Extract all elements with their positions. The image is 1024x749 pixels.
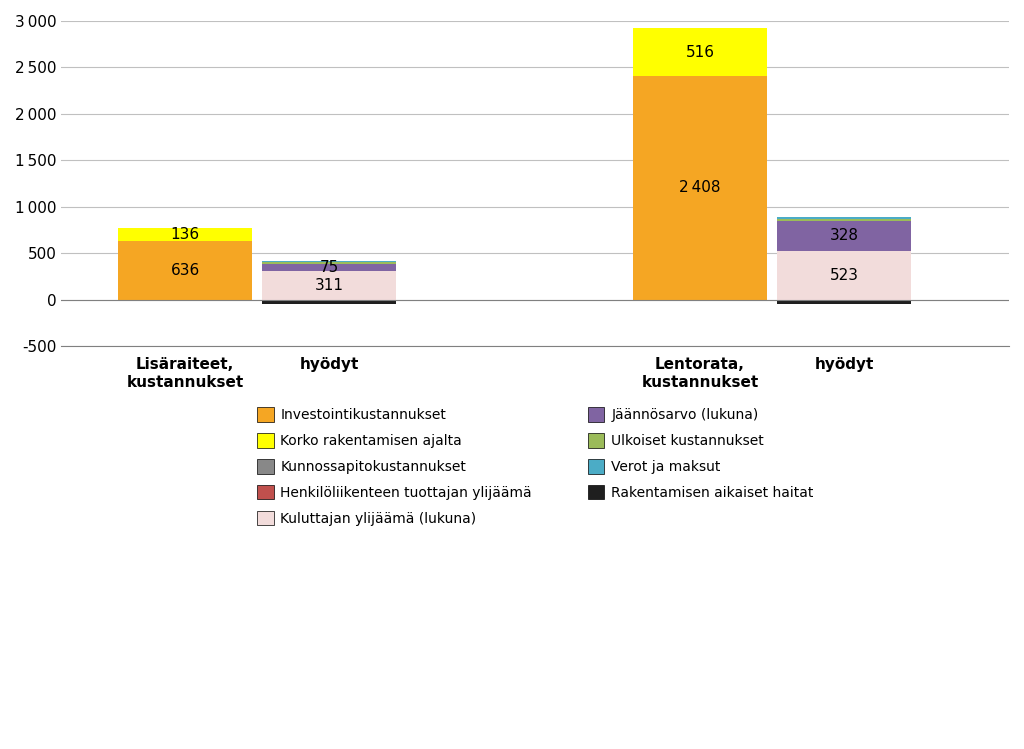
Text: 523: 523: [829, 268, 859, 283]
Text: 75: 75: [319, 260, 339, 275]
Text: 636: 636: [170, 263, 200, 278]
Bar: [633, 28, 767, 76]
Bar: [262, 301, 396, 304]
Text: 311: 311: [314, 278, 344, 293]
Bar: [118, 240, 252, 300]
Bar: [777, 217, 911, 219]
Bar: [777, 301, 911, 304]
Bar: [777, 219, 911, 221]
Text: 516: 516: [685, 44, 715, 59]
Bar: [118, 228, 252, 240]
Bar: [777, 300, 911, 301]
Bar: [262, 300, 396, 301]
Bar: [262, 261, 396, 262]
Text: 328: 328: [829, 228, 859, 243]
Bar: [262, 271, 396, 300]
Text: 136: 136: [171, 227, 200, 242]
Text: 2 408: 2 408: [679, 181, 721, 195]
Bar: [633, 76, 767, 300]
Bar: [777, 251, 911, 300]
Bar: [777, 221, 911, 251]
Legend: Investointikustannukset, Korko rakentamisen ajalta, Kunnossapitokustannukset, He: Investointikustannukset, Korko rakentami…: [251, 402, 819, 532]
Bar: [262, 264, 396, 271]
Bar: [262, 262, 396, 264]
